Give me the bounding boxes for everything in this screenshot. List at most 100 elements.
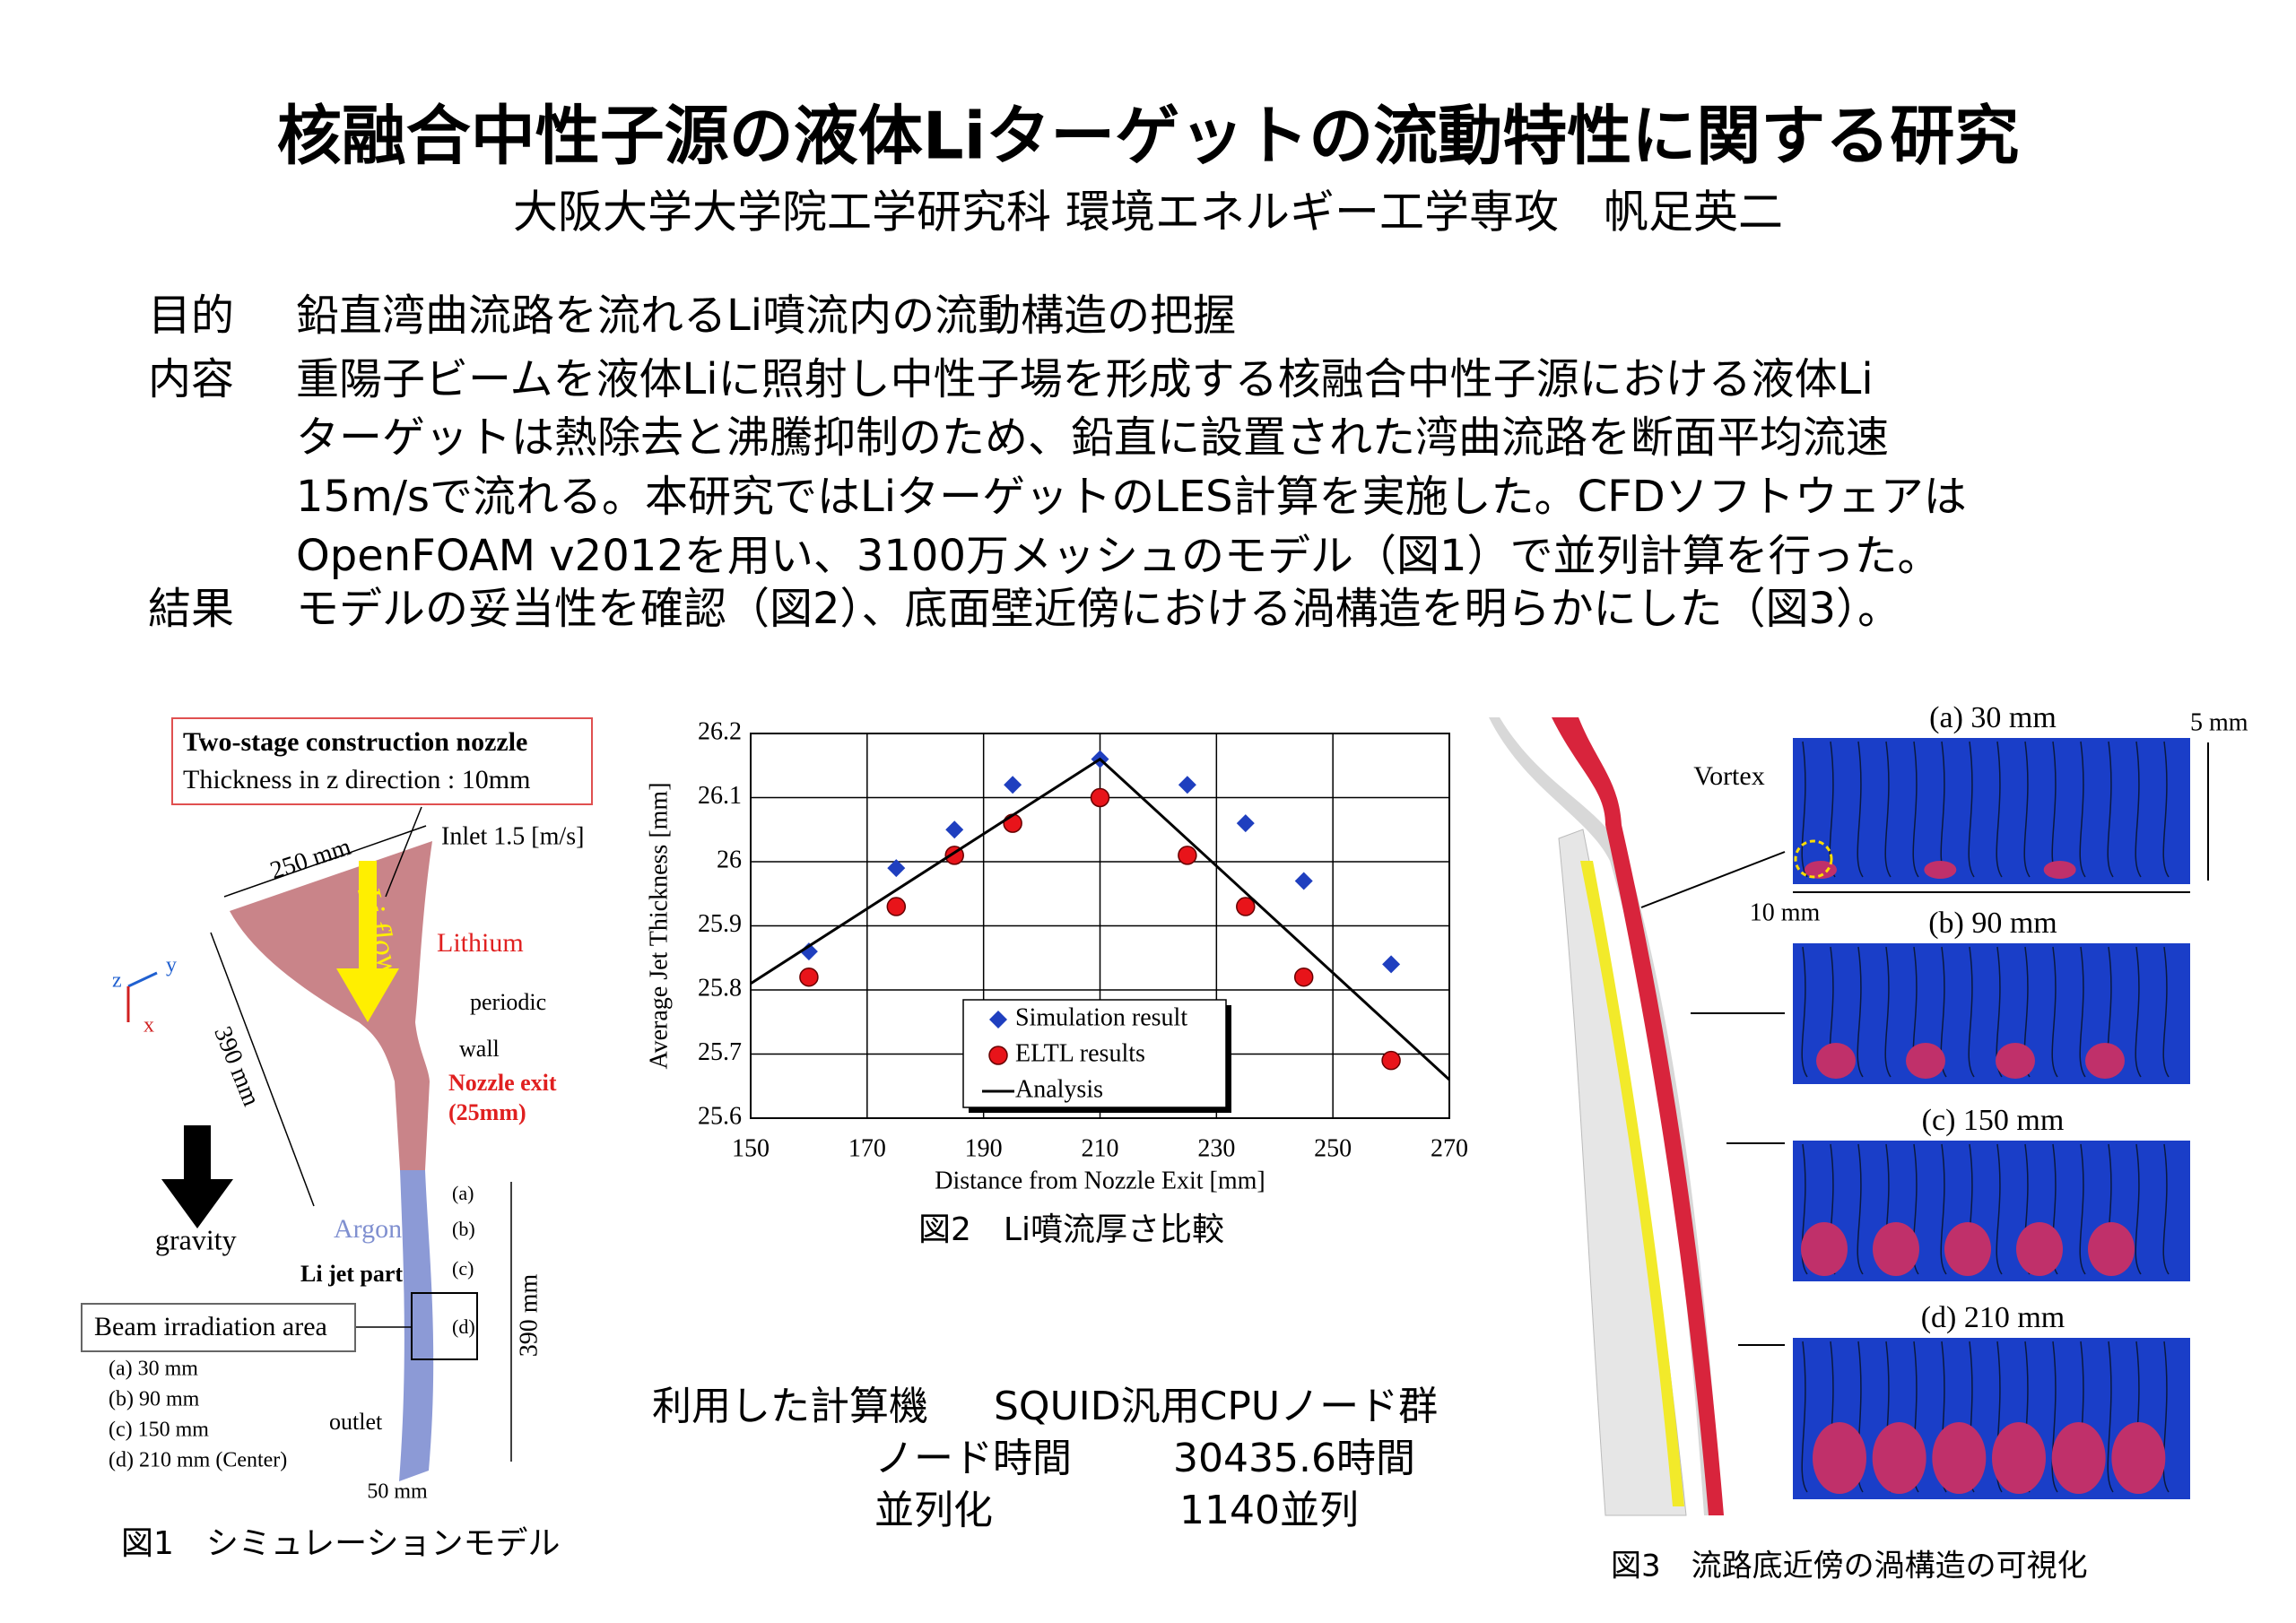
beam-label: Beam irradiation area <box>94 1312 327 1341</box>
nozzle-box <box>171 717 593 805</box>
box-note: Thickness in z direction : 10mm <box>183 765 530 794</box>
y-tick-label: 26 <box>717 846 742 873</box>
y-axis-title: Average Jet Thickness [mm] <box>645 782 673 1069</box>
vortex-circle <box>1794 839 1833 879</box>
x-tick-label: 190 <box>965 1134 1003 1162</box>
legend-label: ELTL results <box>1015 1039 1145 1067</box>
panel-label: (a) 30 mm <box>1929 701 2057 734</box>
wall: wall <box>459 1036 500 1062</box>
x-tick-label: 270 <box>1431 1134 1468 1162</box>
diamond-marker <box>945 820 964 839</box>
vortex-blob <box>2088 1222 2135 1276</box>
position-label: (d) 210 mm (Center) <box>109 1449 287 1472</box>
streamline <box>1884 946 1892 1078</box>
diamond-marker <box>1382 955 1401 974</box>
axis-label: y <box>166 954 177 977</box>
legend-label: Simulation result <box>1015 1003 1187 1031</box>
width-bottom: 50 mm <box>367 1480 428 1504</box>
x-tick-label: 230 <box>1197 1134 1235 1162</box>
vortex-blob <box>1805 861 1837 879</box>
leader <box>385 806 422 898</box>
streamline <box>2107 741 2114 878</box>
periodic: periodic <box>470 989 546 1015</box>
section-line: 15m/sで流れる。本研究ではLiターゲットのLES計算を実施した。CFDソフト… <box>296 472 1967 522</box>
streamline <box>2162 741 2170 878</box>
position-label: (b) 90 mm <box>109 1388 200 1411</box>
point-label: (b) <box>452 1218 475 1240</box>
streamline <box>2051 946 2058 1078</box>
row-label: ノード時間 <box>874 1436 1072 1481</box>
streamline <box>1857 946 1864 1078</box>
streamline <box>2079 1143 2086 1275</box>
figure-1: Two-stage construction nozzle Thickness … <box>81 717 593 1504</box>
dim-line <box>210 932 315 1207</box>
chart: 25.6 25.7 25.8 25.9 26 26.1 26.2 150 170 190 210 23… <box>645 717 1468 1194</box>
streamline <box>1884 741 1892 878</box>
y-tick-label: 26.2 <box>698 717 742 745</box>
beam-box-label <box>81 1303 356 1352</box>
caption: 図2 Li噴流厚さ比較 <box>918 1211 1224 1248</box>
streamline <box>2135 741 2142 878</box>
streamline <box>2162 946 2170 1078</box>
vortex-label: Vortex <box>1693 761 1764 791</box>
point-label: (c) <box>452 1257 474 1280</box>
legend-label: Analysis <box>1015 1075 1103 1103</box>
point-label: (a) <box>452 1182 474 1204</box>
box-title: Two-stage construction nozzle <box>183 727 527 757</box>
streamline <box>2079 741 2086 878</box>
vortex-blob <box>1906 1043 1945 1079</box>
caption: 図1 シミュレーションモデル <box>121 1525 560 1562</box>
position-label: (c) 150 mm <box>109 1419 209 1442</box>
vortex-blob <box>1816 1043 1856 1079</box>
circle-marker <box>1003 813 1022 833</box>
section-line: 重陽子ビームを液体Liに照射し中性子場を形成する核融合中性子源における液体Li <box>296 354 1874 404</box>
jet-part: Li jet part <box>300 1261 403 1287</box>
vortex-blob <box>2111 1422 2166 1494</box>
circle-marker <box>1236 897 1256 916</box>
vortex-blob <box>1801 1222 1848 1276</box>
streamline <box>1801 1341 1808 1493</box>
panel-label: (c) 150 mm <box>1922 1104 2065 1137</box>
section-line: ターゲットは熱除去と沸騰抑制のため、鉛直に設置された湾曲流路を断面平均流速 <box>296 412 1889 463</box>
figure-3: (a) 30 mm (b) 90 mm (c) 150 mm (d) 210 mm 5… <box>1489 701 2248 1516</box>
section-line: OpenFOAM v2012を用い、3100万メッシュのモデル（図1）で並列計算… <box>296 531 1941 581</box>
panel-label: (d) 210 mm <box>1921 1301 2066 1334</box>
axis-y <box>127 971 158 988</box>
streamline <box>1996 1143 2003 1275</box>
x-tick-label: 150 <box>732 1134 770 1162</box>
lithium: Lithium <box>437 928 524 958</box>
streamline <box>1996 741 2003 878</box>
diamond-marker <box>1004 776 1022 794</box>
vortex-blob <box>1873 1222 1919 1276</box>
nozzle-exit: (25mm) <box>448 1099 526 1125</box>
vis-panel <box>1793 738 2190 884</box>
outlet: outlet <box>329 1409 383 1435</box>
streamline <box>2162 1143 2170 1275</box>
computer-label: 利用した計算機 <box>652 1384 928 1429</box>
streamline <box>2051 1341 2058 1493</box>
circle-marker <box>1090 787 1110 808</box>
arrow <box>1640 851 1786 908</box>
streamline <box>1912 741 1919 878</box>
gravity-arrow <box>161 1125 233 1228</box>
diamond-marker <box>989 1011 1007 1028</box>
diamond-marker <box>1236 814 1255 833</box>
streamline <box>2135 1143 2142 1275</box>
x-tick-label: 170 <box>848 1134 886 1162</box>
vortex-blob <box>1996 1043 2035 1079</box>
vortex-blob <box>1992 1422 2046 1494</box>
section-label: 内容 <box>148 354 234 404</box>
dim-line <box>223 825 427 898</box>
diamond-marker <box>887 859 906 878</box>
circle-marker <box>988 1046 1008 1065</box>
streamline <box>1857 1143 1864 1275</box>
axis-label: x <box>144 1014 154 1037</box>
computer-info: 利用した計算機 SQUID汎用CPUノード群 ノード時間 30435.6時間 並… <box>652 1384 1438 1533</box>
vortex-blob <box>1944 1222 1991 1276</box>
y-tick-label: 25.6 <box>698 1102 742 1130</box>
circle-marker <box>799 967 819 987</box>
streamline <box>1857 741 1864 878</box>
analysis-line <box>750 757 1451 1081</box>
